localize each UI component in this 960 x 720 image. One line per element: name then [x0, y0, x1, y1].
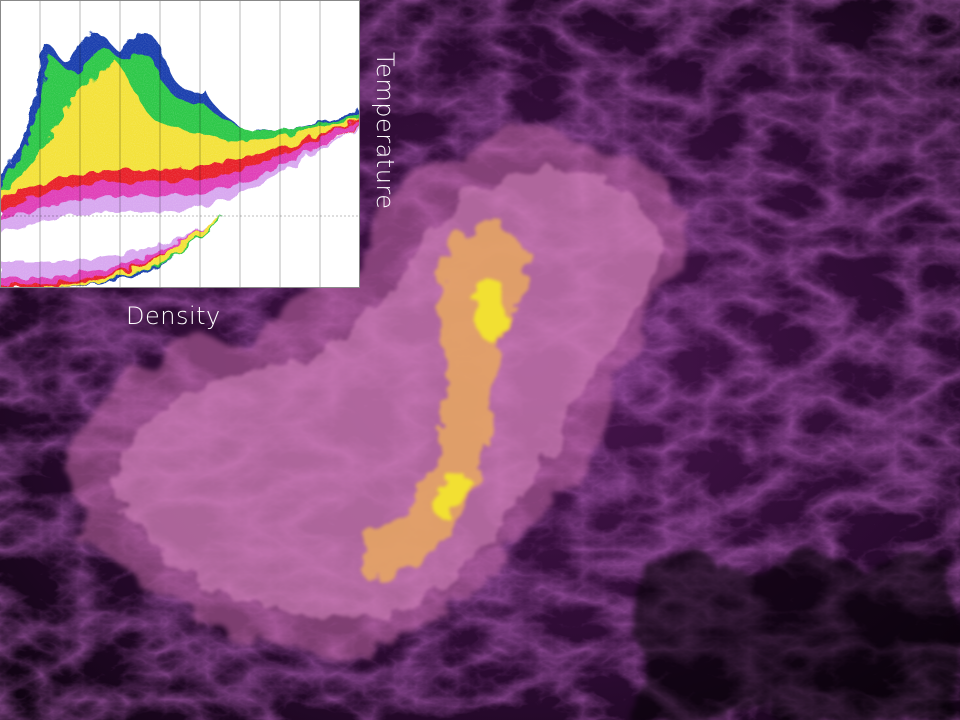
grid — [0, 0, 360, 288]
phase-plot — [0, 0, 360, 288]
x-axis-label: Density — [126, 302, 221, 330]
y-axis-label: Temperature — [371, 52, 399, 210]
phase-plot-canvas — [0, 0, 360, 288]
dark-corner — [640, 560, 960, 720]
core-lower — [423, 470, 469, 522]
core-upper — [474, 281, 507, 344]
